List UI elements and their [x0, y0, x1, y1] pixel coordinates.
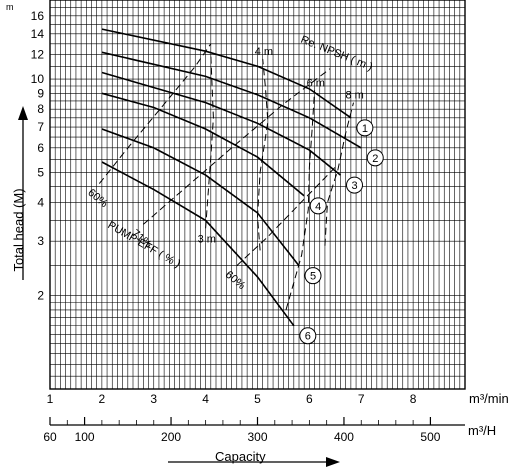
npsh-curve: [324, 102, 354, 246]
head-curve-6: [101, 161, 295, 327]
x-tick-label: 3: [150, 392, 157, 406]
npsh-curve-label: 3 m: [198, 233, 216, 245]
total-head-arrow: [18, 106, 28, 280]
curve-marker-label: 3: [351, 180, 357, 192]
x-tick-label: 2: [99, 392, 106, 406]
x-tick-label: 5: [254, 392, 261, 406]
y-axis-ticks: 2 3 4 5 6 7 8 910 12 14 16: [31, 9, 45, 303]
curve-marker-6: 6: [299, 327, 317, 345]
head-curve-4: [101, 92, 305, 197]
curve-marker-2: 2: [366, 149, 384, 167]
npsh-curve-label: 6 m: [307, 77, 325, 89]
y-tick-label: 6: [37, 141, 44, 155]
x-tick-label: 1: [47, 392, 54, 406]
curve-marker-circle: [304, 267, 322, 285]
curve-markers: 1 2 3 4 5 6: [299, 119, 384, 345]
x2-tick-label: 400: [334, 430, 354, 444]
grid: [49, 0, 466, 390]
x-axis-ticks: 1 2 3 4 5 6 7 8: [47, 392, 417, 406]
y-tick-label: 2: [37, 289, 44, 303]
curve-marker-3: 3: [346, 176, 363, 194]
curve-marker-1: 1: [356, 119, 374, 137]
x2-unit-label: m³/H: [468, 423, 496, 438]
head-curve-1: [101, 28, 352, 119]
npsh-curve-label: 8 m: [345, 90, 363, 102]
head-curves: [101, 28, 362, 327]
curve-marker-circle: [366, 149, 384, 167]
curve-marker-label: 4: [315, 201, 321, 213]
eff-title: PUMP EFF ( % ): [106, 219, 183, 270]
y-tick-label: 9: [37, 86, 44, 100]
x-unit-label: m³/min: [469, 391, 509, 406]
y-unit-label: m: [6, 2, 14, 12]
eff-curve: [98, 43, 212, 184]
x-tick-label: 8: [410, 392, 417, 406]
plot-frame: [49, 0, 466, 390]
y-tick-label: 12: [31, 48, 45, 62]
npsh-curves: 3 m 4 m 6 m 8 m: [198, 46, 364, 311]
curve-marker-label: 5: [310, 271, 316, 283]
y-tick-label: 14: [31, 27, 45, 41]
x-tick-label: 6: [306, 392, 313, 406]
curve-marker-circle: [299, 327, 317, 345]
curve-marker-5: 5: [304, 267, 322, 285]
y-tick-label: 10: [31, 72, 45, 86]
x2-tick-label: 200: [161, 430, 181, 444]
x2-tick-label: 500: [420, 430, 440, 444]
curve-marker-4: 4: [309, 197, 327, 215]
curve-marker-circle: [356, 119, 374, 137]
head-curve-3: [101, 71, 342, 176]
head-curve-2: [101, 51, 362, 149]
y-tick-label: 5: [37, 165, 44, 179]
eff-curve: [236, 166, 336, 267]
eff-curve-label: 60%: [85, 187, 110, 210]
npsh-curve: [285, 90, 316, 311]
y-axis-label: Total head (M): [11, 188, 26, 271]
y-tick-label: 4: [37, 195, 44, 209]
head-curve-5: [101, 128, 300, 267]
x-tick-label: 7: [358, 392, 365, 406]
capacity-label: Capacity: [215, 449, 266, 464]
secondary-x-axis: 60 100 200 300 400 500: [43, 417, 465, 444]
capacity-arrow: [168, 457, 340, 467]
curve-marker-label: 6: [305, 331, 311, 343]
x2-tick-label: 60: [43, 430, 57, 444]
x-tick-label: 4: [202, 392, 209, 406]
x2-tick-label: 100: [75, 430, 95, 444]
npsh-curve-label: 4 m: [255, 46, 273, 58]
npsh-curve: [205, 54, 214, 229]
curve-marker-label: 1: [362, 123, 368, 135]
curve-marker-circle: [309, 197, 327, 215]
y-tick-label: 7: [37, 120, 44, 134]
curve-marker-circle: [346, 176, 363, 194]
eff-curve: [143, 68, 331, 225]
y-tick-label: 16: [31, 9, 45, 23]
y-tick-label: 3: [37, 234, 44, 248]
x2-tick-label: 300: [247, 430, 267, 444]
curve-marker-label: 2: [372, 153, 378, 165]
npsh-curve: [256, 59, 269, 251]
npsh-title: Re. NPSH ( m ): [299, 34, 374, 74]
y-tick-label: 8: [37, 102, 44, 116]
